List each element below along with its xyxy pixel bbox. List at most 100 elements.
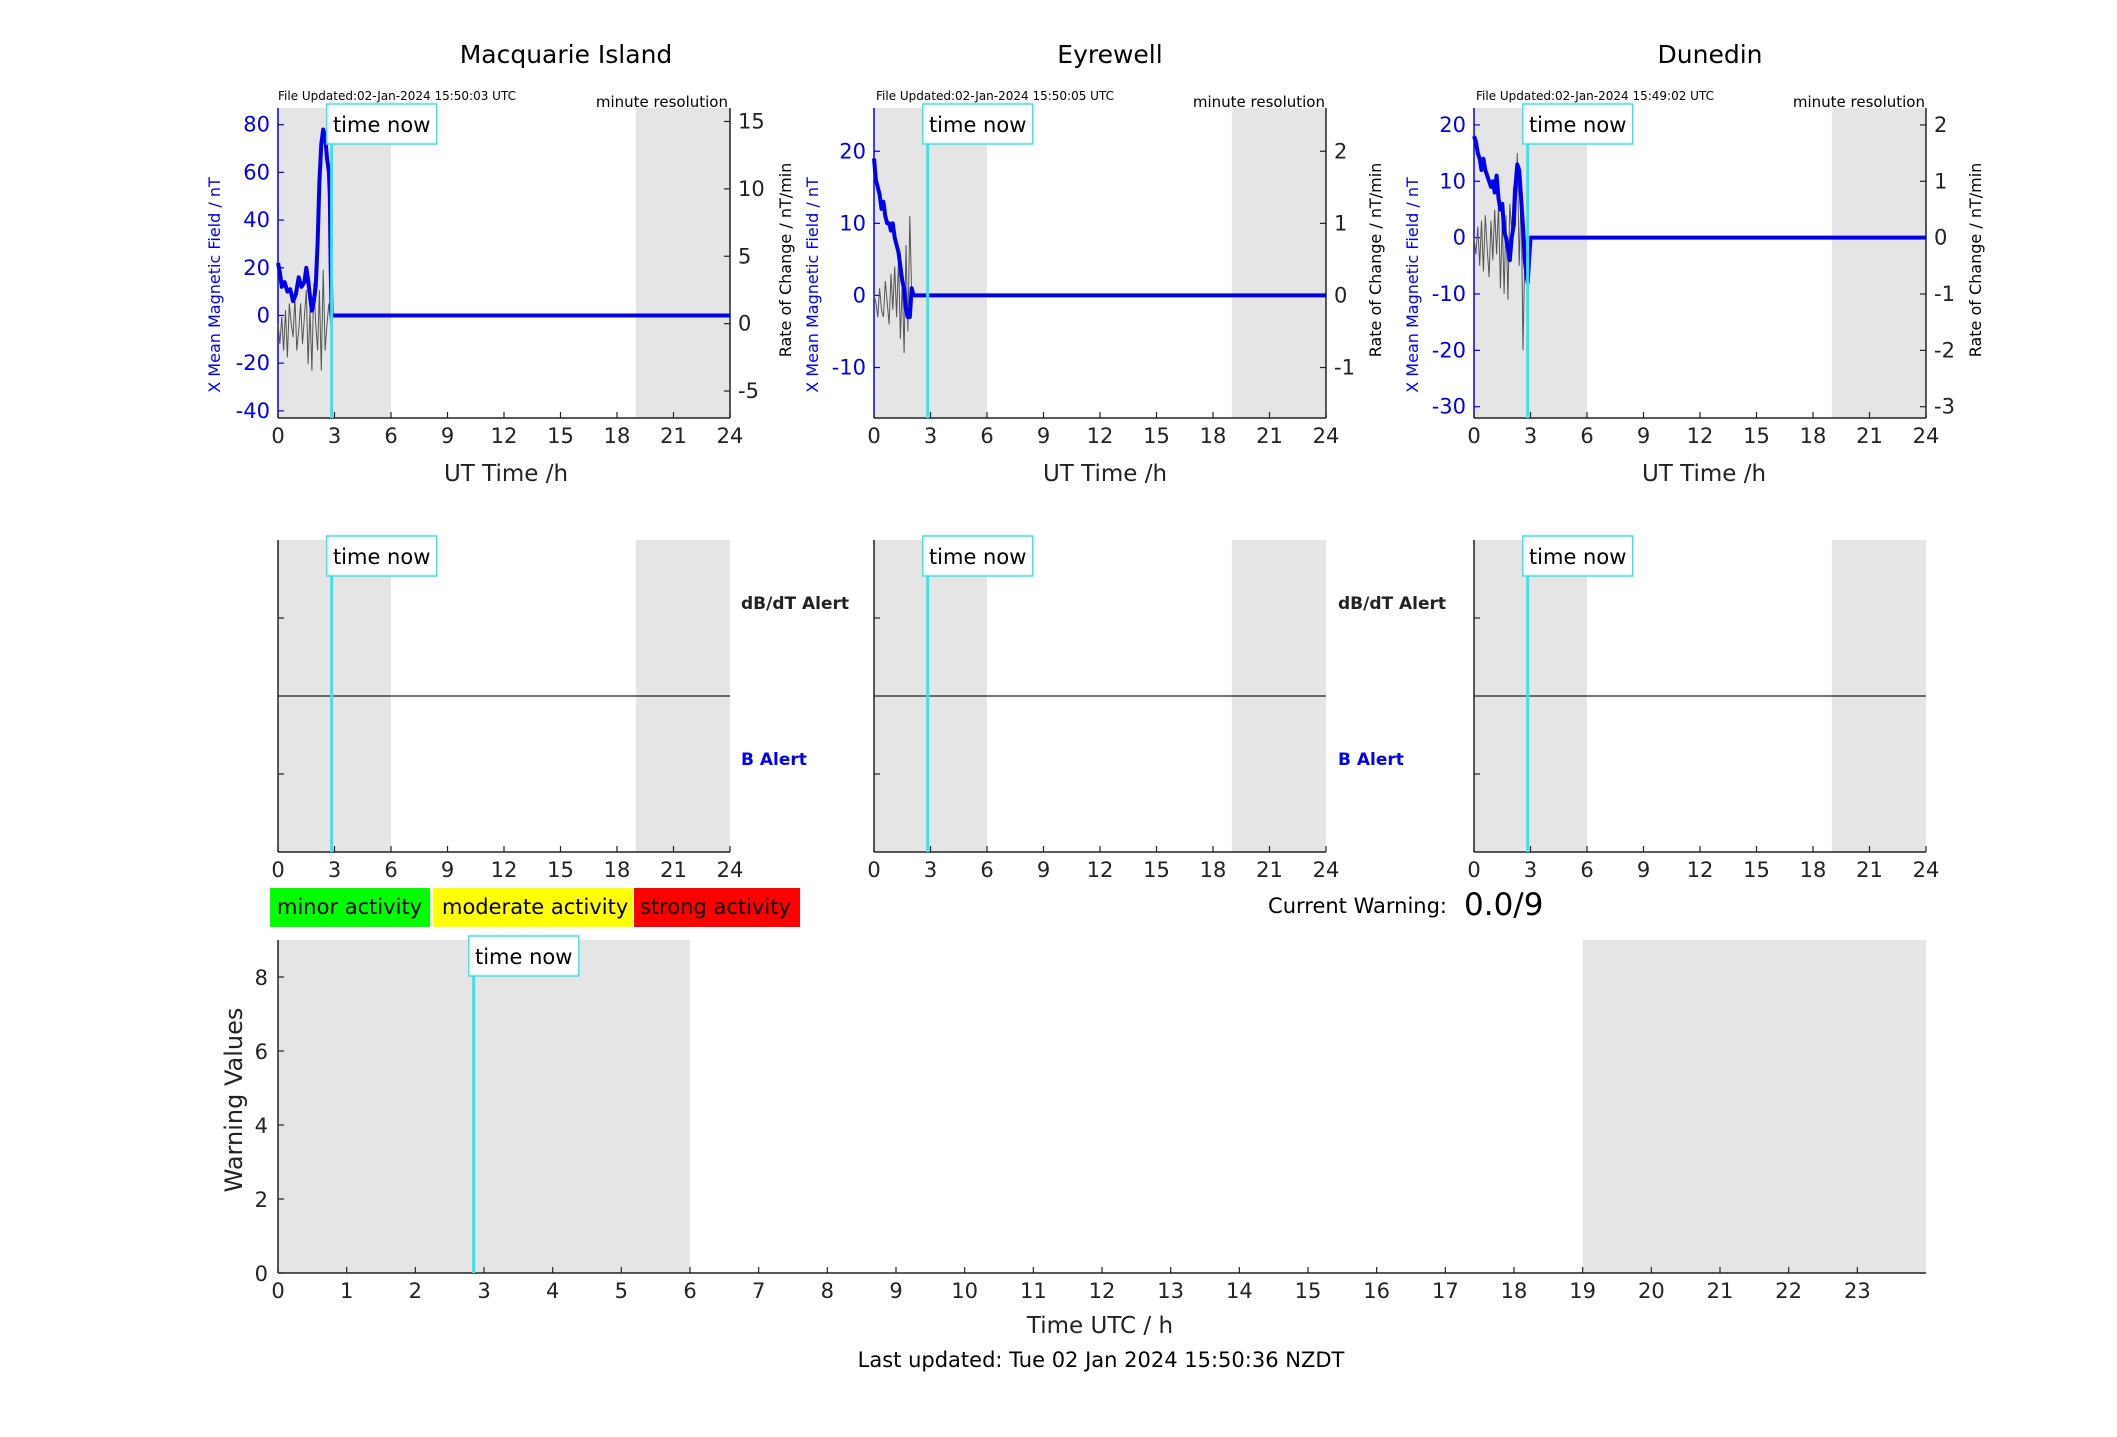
x-tick-label: 24 bbox=[1313, 424, 1340, 448]
x-tick-label: 20 bbox=[1638, 1279, 1665, 1303]
night-shade bbox=[278, 108, 391, 418]
x-tick-label: 9 bbox=[1037, 858, 1050, 882]
x-tick-label: 12 bbox=[1687, 858, 1714, 882]
y-left-label-macquarie: X Mean Magnetic Field / nT bbox=[205, 177, 224, 393]
x-tick-label: 9 bbox=[1637, 424, 1650, 448]
time-now-label: time now bbox=[333, 113, 430, 137]
rate-of-change-line bbox=[1473, 153, 1528, 351]
x-tick-label: 15 bbox=[1295, 1279, 1322, 1303]
x-tick-label: 6 bbox=[1580, 858, 1593, 882]
x-tick-label: 12 bbox=[1089, 1279, 1116, 1303]
x-tick-label: 13 bbox=[1157, 1279, 1184, 1303]
time-now-label: time now bbox=[1529, 113, 1626, 137]
x-tick-label: 24 bbox=[1913, 424, 1940, 448]
x-tick-label: 18 bbox=[604, 424, 631, 448]
time-now-box bbox=[325, 103, 438, 145]
y-left-tick-label: -20 bbox=[236, 351, 270, 375]
time-now-box bbox=[467, 935, 580, 977]
x-tick-label: 6 bbox=[980, 858, 993, 882]
rate-of-change-line bbox=[277, 269, 332, 371]
x-tick-label: 23 bbox=[1844, 1279, 1871, 1303]
y-right-tick-label: 2 bbox=[1934, 113, 1947, 137]
y-left-tick-label: 0 bbox=[853, 283, 866, 307]
y-right-tick-label: -1 bbox=[1934, 282, 1955, 306]
x-tick-label: 3 bbox=[924, 424, 937, 448]
alert-plot-macquarie: 0 3 6 9 12 15 18 21 24 time now bbox=[271, 535, 744, 882]
x-tick-label: 15 bbox=[1143, 424, 1170, 448]
night-shade bbox=[1582, 940, 1926, 1273]
x-tick-label: 12 bbox=[1687, 424, 1714, 448]
x-tick-label: 9 bbox=[441, 858, 454, 882]
x-tick-label: 8 bbox=[821, 1279, 834, 1303]
x-label-dunedin: UT Time /h bbox=[1642, 461, 1766, 487]
y-left-tick-label: 0 bbox=[1453, 226, 1466, 250]
x-tick-label: 15 bbox=[1743, 858, 1770, 882]
x-tick-label: 0 bbox=[271, 858, 284, 882]
alert-plot-dunedin: 0 3 6 9 12 15 18 21 24 time now bbox=[1467, 535, 1939, 882]
file-updated-dunedin: File Updated:02-Jan-2024 15:49:02 UTC bbox=[1476, 89, 1714, 103]
x-label-macquarie: UT Time /h bbox=[444, 461, 568, 487]
x-tick-label: 0 bbox=[867, 858, 880, 882]
x-tick-label: 15 bbox=[1743, 424, 1770, 448]
y-left-tick-label: -10 bbox=[832, 356, 866, 380]
file-updated-macquarie: File Updated:02-Jan-2024 15:50:03 UTC bbox=[278, 89, 516, 103]
x-mean-field-line bbox=[1472, 135, 1926, 285]
x-tick-label: 6 bbox=[980, 424, 993, 448]
x-tick-label: 3 bbox=[1524, 858, 1537, 882]
y-left-tick-label: 60 bbox=[243, 160, 270, 184]
x-tick-label: 15 bbox=[547, 424, 574, 448]
y-right-tick-label: -3 bbox=[1934, 395, 1955, 419]
x-tick-label: 24 bbox=[717, 424, 744, 448]
x-tick-label: 24 bbox=[717, 858, 744, 882]
legend-minor-swatch bbox=[270, 888, 430, 927]
y-right-tick-label: -2 bbox=[1934, 338, 1955, 362]
x-tick-label: 6 bbox=[1580, 424, 1593, 448]
y-left-label-eyrewell: X Mean Magnetic Field / nT bbox=[803, 177, 822, 393]
y-left-tick-label: -10 bbox=[1432, 282, 1466, 306]
y-right-tick-label: 15 bbox=[738, 109, 765, 133]
y-left-tick-label: -20 bbox=[1432, 338, 1466, 362]
b-alert-label-macquarie: B Alert bbox=[741, 750, 807, 770]
x-tick-label: 6 bbox=[384, 424, 397, 448]
x-tick-label: 21 bbox=[660, 858, 687, 882]
y-left-tick-label: 0 bbox=[257, 303, 270, 327]
x-mean-field-line bbox=[872, 158, 1326, 320]
station-title-macquarie: Macquarie Island bbox=[460, 40, 673, 69]
x-tick-label: 1 bbox=[340, 1279, 353, 1303]
y-tick-label: 6 bbox=[255, 1040, 268, 1064]
y-right-label-eyrewell: Rate of Change / nT/min bbox=[1366, 163, 1385, 358]
y-right-tick-label: -1 bbox=[1334, 356, 1355, 380]
x-tick-label: 19 bbox=[1569, 1279, 1596, 1303]
x-tick-label: 18 bbox=[604, 858, 631, 882]
x-tick-label: 4 bbox=[546, 1279, 559, 1303]
x-tick-label: 21 bbox=[1256, 858, 1283, 882]
time-now-box bbox=[921, 103, 1034, 145]
x-tick-label: 15 bbox=[547, 858, 574, 882]
minute-resolution-macquarie: minute resolution bbox=[596, 93, 728, 111]
y-right-label-macquarie: Rate of Change / nT/min bbox=[776, 163, 795, 358]
warning-xlabel: Time UTC / h bbox=[1026, 1313, 1173, 1339]
y-left-label-dunedin: X Mean Magnetic Field / nT bbox=[1403, 177, 1422, 393]
x-tick-label: 15 bbox=[1143, 858, 1170, 882]
x-tick-label: 16 bbox=[1363, 1279, 1390, 1303]
legend-strong-swatch bbox=[634, 888, 800, 927]
x-tick-label: 18 bbox=[1200, 424, 1227, 448]
rate-of-change-line bbox=[873, 216, 913, 354]
time-now-box bbox=[921, 535, 1034, 577]
y-right-tick-label: 0 bbox=[1934, 226, 1947, 250]
time-now-label: time now bbox=[929, 113, 1026, 137]
night-shade bbox=[635, 108, 730, 418]
dbdt-alert-label-eyrewell: dB/dT Alert bbox=[1338, 594, 1446, 614]
time-now-label: time now bbox=[1529, 545, 1626, 569]
x-tick-label: 3 bbox=[1524, 424, 1537, 448]
time-now-label: time now bbox=[929, 545, 1026, 569]
y-left-tick-label: 80 bbox=[243, 113, 270, 137]
y-right-tick-label: 0 bbox=[1334, 283, 1347, 307]
x-tick-label: 6 bbox=[384, 858, 397, 882]
y-left-tick-label: 20 bbox=[243, 256, 270, 280]
x-tick-label: 12 bbox=[1087, 424, 1114, 448]
x-tick-label: 3 bbox=[924, 858, 937, 882]
legend-minor-label: minor activity bbox=[277, 895, 422, 919]
x-tick-label: 12 bbox=[491, 424, 518, 448]
